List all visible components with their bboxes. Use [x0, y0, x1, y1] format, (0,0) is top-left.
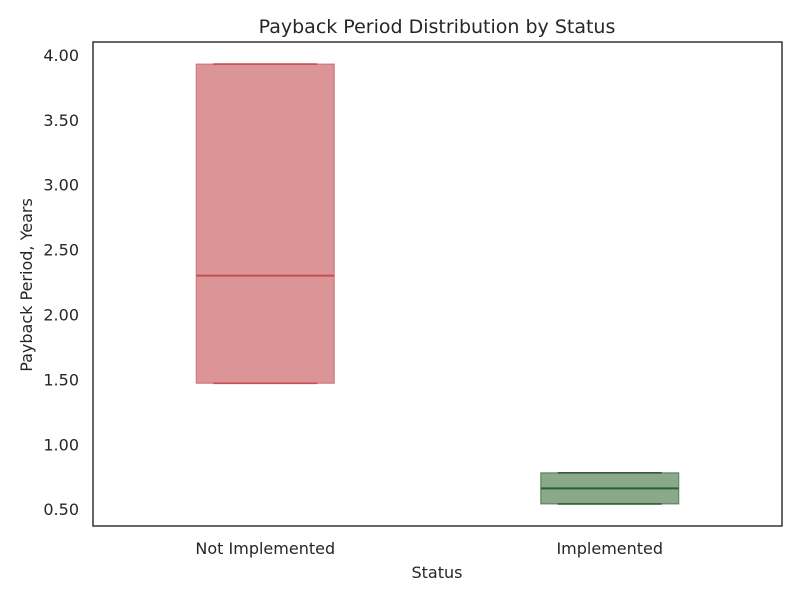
box-implemented	[540, 471, 680, 505]
chart-title: Payback Period Distribution by Status	[259, 16, 616, 38]
box-body	[195, 63, 335, 384]
x-axis-ticks: Not Implemented Implemented	[195, 539, 663, 558]
y-tick-label: 2.00	[43, 305, 79, 324]
plot-area	[92, 41, 783, 527]
y-axis-ticks: 0.50 1.00 1.50 2.00 2.50 3.00 3.50 4.00	[43, 46, 79, 519]
plot-frame	[92, 41, 783, 527]
box-not-implemented	[195, 63, 335, 385]
x-tick-label: Not Implemented	[195, 539, 335, 558]
y-tick-label: 3.00	[43, 176, 79, 195]
x-axis-label: Status	[412, 563, 463, 582]
y-tick-label: 1.00	[43, 435, 79, 454]
y-tick-label: 1.50	[43, 370, 79, 389]
box-group	[195, 63, 680, 505]
y-axis-label: Payback Period, Years	[17, 198, 36, 372]
y-tick-label: 2.50	[43, 241, 79, 260]
y-tick-label: 3.50	[43, 111, 79, 130]
x-tick-label: Implemented	[556, 539, 663, 558]
y-tick-label: 0.50	[43, 500, 79, 519]
y-tick-label: 4.00	[43, 46, 79, 65]
